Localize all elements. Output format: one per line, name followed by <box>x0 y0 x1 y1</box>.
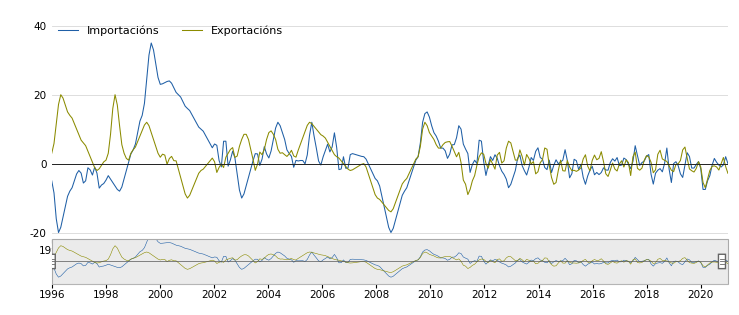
Importacións <box>466 170 474 174</box>
Line: Importacións: Importacións <box>52 43 728 232</box>
Importacións <box>47 179 56 183</box>
Importacións <box>621 158 630 162</box>
Exportacións <box>664 164 673 168</box>
Importacións <box>452 136 461 140</box>
Exportacións <box>50 142 58 146</box>
Exportacións <box>454 151 463 154</box>
Exportacións <box>621 158 630 162</box>
Exportacións <box>56 93 65 97</box>
Legend: Importacións, Exportacións: Importacións, Exportacións <box>58 25 285 37</box>
Exportacións <box>47 152 56 155</box>
Exportacións <box>466 187 474 191</box>
Importacións <box>664 167 673 171</box>
Exportacións <box>452 155 461 159</box>
FancyBboxPatch shape <box>718 254 726 269</box>
Importacións <box>723 162 732 165</box>
FancyBboxPatch shape <box>48 254 55 269</box>
Importacións <box>147 41 156 45</box>
Importacións <box>50 191 58 195</box>
Exportacións <box>386 210 395 214</box>
Exportacións <box>723 171 732 175</box>
Importacións <box>454 124 463 128</box>
Importacións <box>54 231 63 234</box>
Line: Exportacións: Exportacións <box>52 95 728 212</box>
